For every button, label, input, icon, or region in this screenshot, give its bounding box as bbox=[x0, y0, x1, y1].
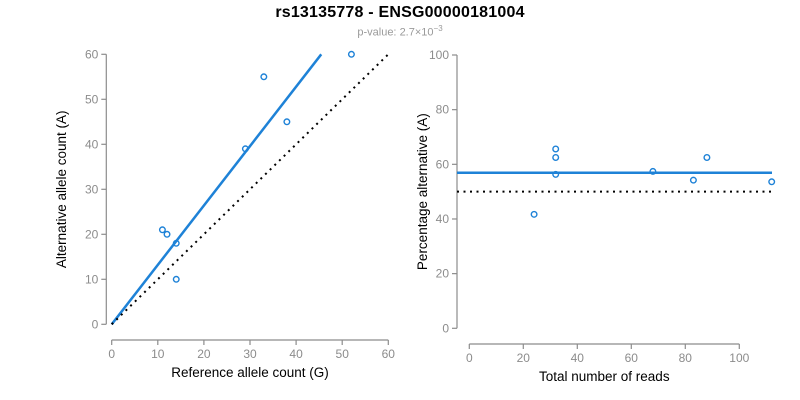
data-point bbox=[552, 153, 560, 161]
data-point bbox=[163, 230, 171, 238]
data-point bbox=[241, 145, 249, 153]
y-tick-label: 0 bbox=[92, 317, 99, 331]
x-tick-label: 40 bbox=[289, 347, 303, 361]
data-point bbox=[347, 50, 355, 58]
x-tick-label: 20 bbox=[517, 351, 531, 365]
data-point bbox=[172, 239, 180, 247]
data-point bbox=[768, 178, 776, 186]
x-tick-label: 100 bbox=[729, 351, 749, 365]
left-plot: 0 10 20 30 40 50 60 0 10 20 30 40 50 60 Reference alle… bbox=[54, 47, 395, 380]
pvalue-subtitle: p-value: 2.7×10−3 bbox=[0, 24, 800, 39]
pvalue-exponent: −3 bbox=[433, 24, 443, 33]
pvalue-label: p-value: bbox=[357, 26, 400, 39]
x-tick-label: 10 bbox=[151, 347, 165, 361]
y-tick-label: 100 bbox=[429, 48, 449, 62]
y-tick-label: 10 bbox=[85, 272, 99, 286]
x-tick-label: 30 bbox=[243, 347, 257, 361]
right-plot: 0 20 40 60 80 100 0 20 40 60 80 100 Total number of … bbox=[415, 48, 776, 384]
x-axis-title: Reference allele count (G) bbox=[171, 365, 329, 380]
identity-line bbox=[111, 53, 389, 326]
y-tick-label: 30 bbox=[85, 182, 99, 196]
x-tick-label: 0 bbox=[108, 347, 115, 361]
y-tick-label: 40 bbox=[85, 137, 99, 151]
data-point bbox=[552, 145, 560, 153]
data-point bbox=[552, 170, 560, 178]
x-tick-label: 50 bbox=[336, 347, 350, 361]
x-tick-label: 40 bbox=[571, 351, 585, 365]
x-tick-label: 60 bbox=[382, 347, 396, 361]
fitted-line bbox=[110, 53, 323, 326]
y-tick-label: 60 bbox=[85, 47, 99, 61]
x-tick-label: 20 bbox=[197, 347, 211, 361]
data-point bbox=[689, 176, 697, 184]
data-point bbox=[158, 226, 166, 234]
x-tick-label: 80 bbox=[679, 351, 693, 365]
data-point bbox=[283, 118, 291, 126]
figure-title: rs13135778 - ENSG00000181004 bbox=[275, 4, 525, 21]
data-point bbox=[260, 73, 268, 81]
data-point bbox=[530, 210, 538, 218]
y-tick-label: 50 bbox=[85, 92, 99, 106]
y-tick-label: 80 bbox=[436, 103, 450, 117]
y-axis-title: Alternative allele count (A) bbox=[54, 111, 69, 269]
y-tick-label: 20 bbox=[85, 227, 99, 241]
x-tick-label: 60 bbox=[625, 351, 639, 365]
pvalue-base: 2.7×10 bbox=[399, 26, 434, 39]
y-tick-label: 60 bbox=[436, 157, 450, 171]
data-point bbox=[649, 167, 657, 175]
x-axis-title: Total number of reads bbox=[539, 369, 670, 384]
y-tick-label: 0 bbox=[442, 321, 449, 335]
data-point bbox=[703, 153, 711, 161]
x-tick-label: 0 bbox=[466, 351, 473, 365]
y-tick-label: 40 bbox=[436, 212, 450, 226]
y-axis-title: Percentage alternative (A) bbox=[415, 113, 430, 270]
data-point bbox=[172, 275, 180, 283]
y-tick-label: 20 bbox=[436, 267, 450, 281]
